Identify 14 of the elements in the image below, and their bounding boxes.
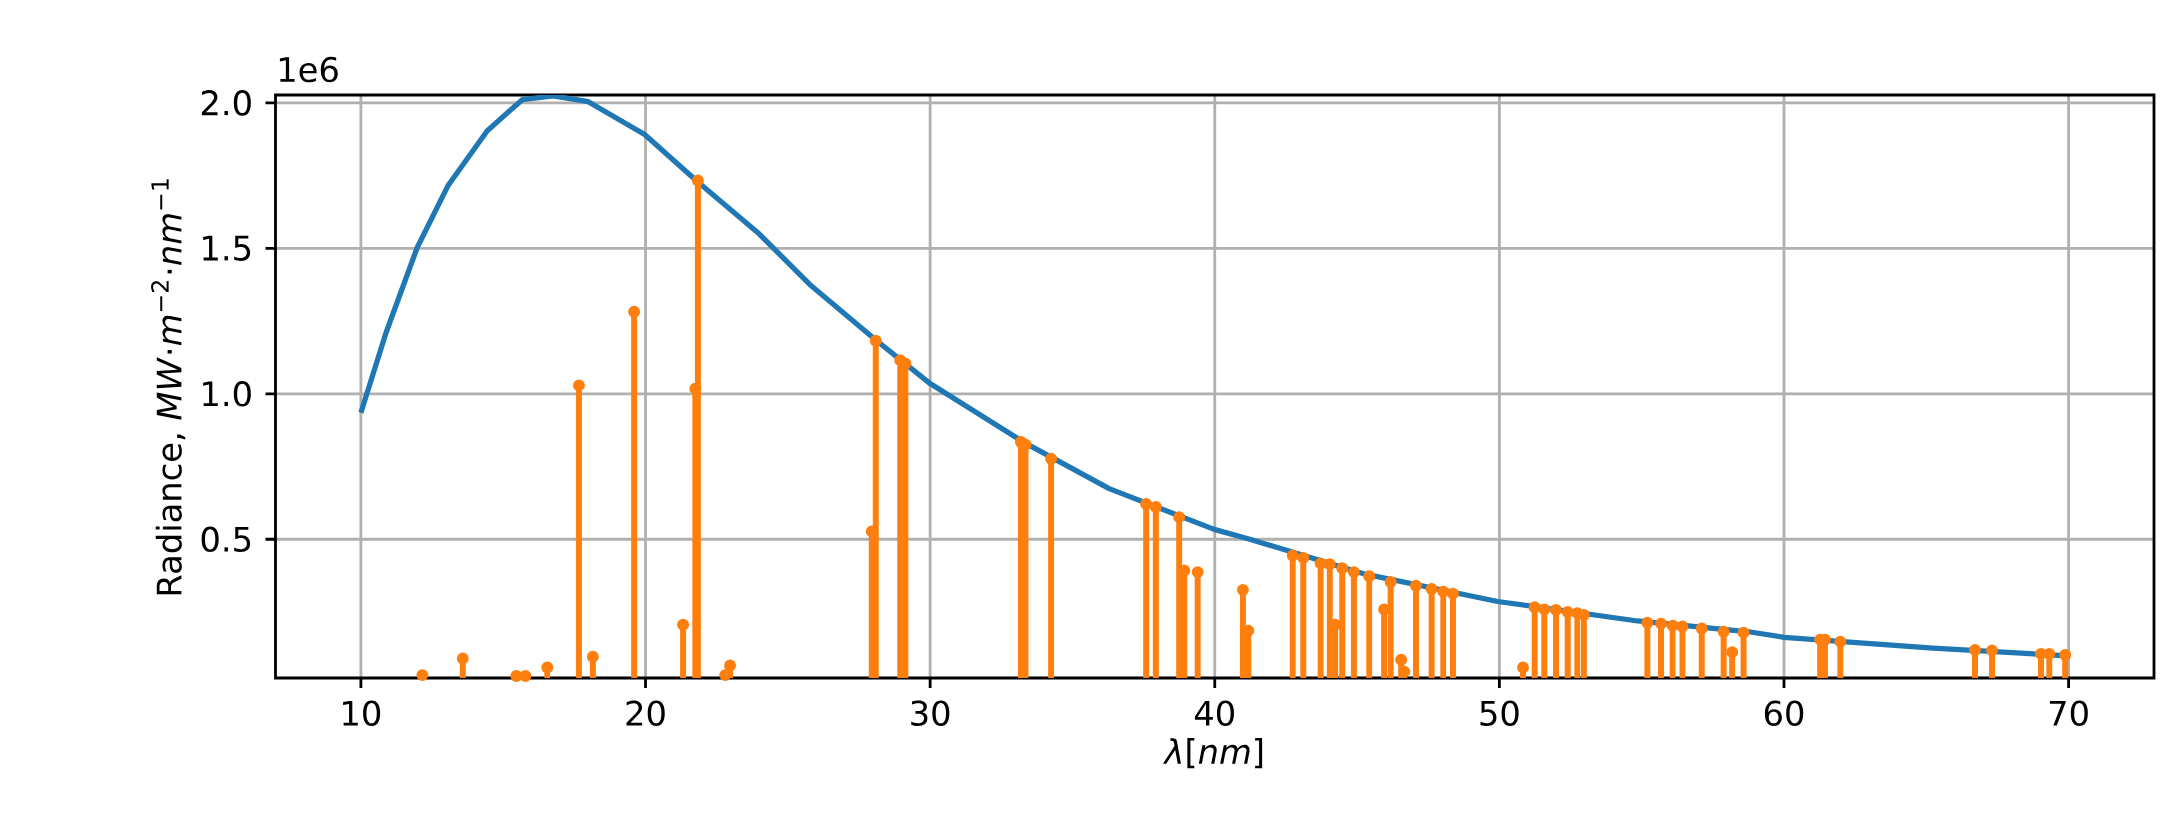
x-tick-label: 30: [911, 700, 950, 726]
x-tick-label: 20: [626, 700, 665, 726]
y-tick-label: 1.0: [203, 381, 251, 407]
text: 1e6: [279, 56, 338, 83]
x-tick-label: 70: [2049, 700, 2088, 726]
y-tick-label: 1.5: [203, 235, 251, 261]
x-tick-label: 50: [1480, 700, 1519, 726]
x-axis-title: λ[nm]: [1162, 738, 1263, 769]
x-tick-label: 40: [1194, 700, 1234, 726]
y-tick-label: 0.5: [201, 526, 251, 553]
y-axis-title: Radiance, MW·m$^{−2}$·nm$^{−1}$: [151, 179, 186, 595]
x-tick-label: 10: [343, 700, 381, 726]
x-tick-label: 60: [1764, 700, 1804, 726]
y-tick-label: 2.0: [201, 90, 251, 116]
